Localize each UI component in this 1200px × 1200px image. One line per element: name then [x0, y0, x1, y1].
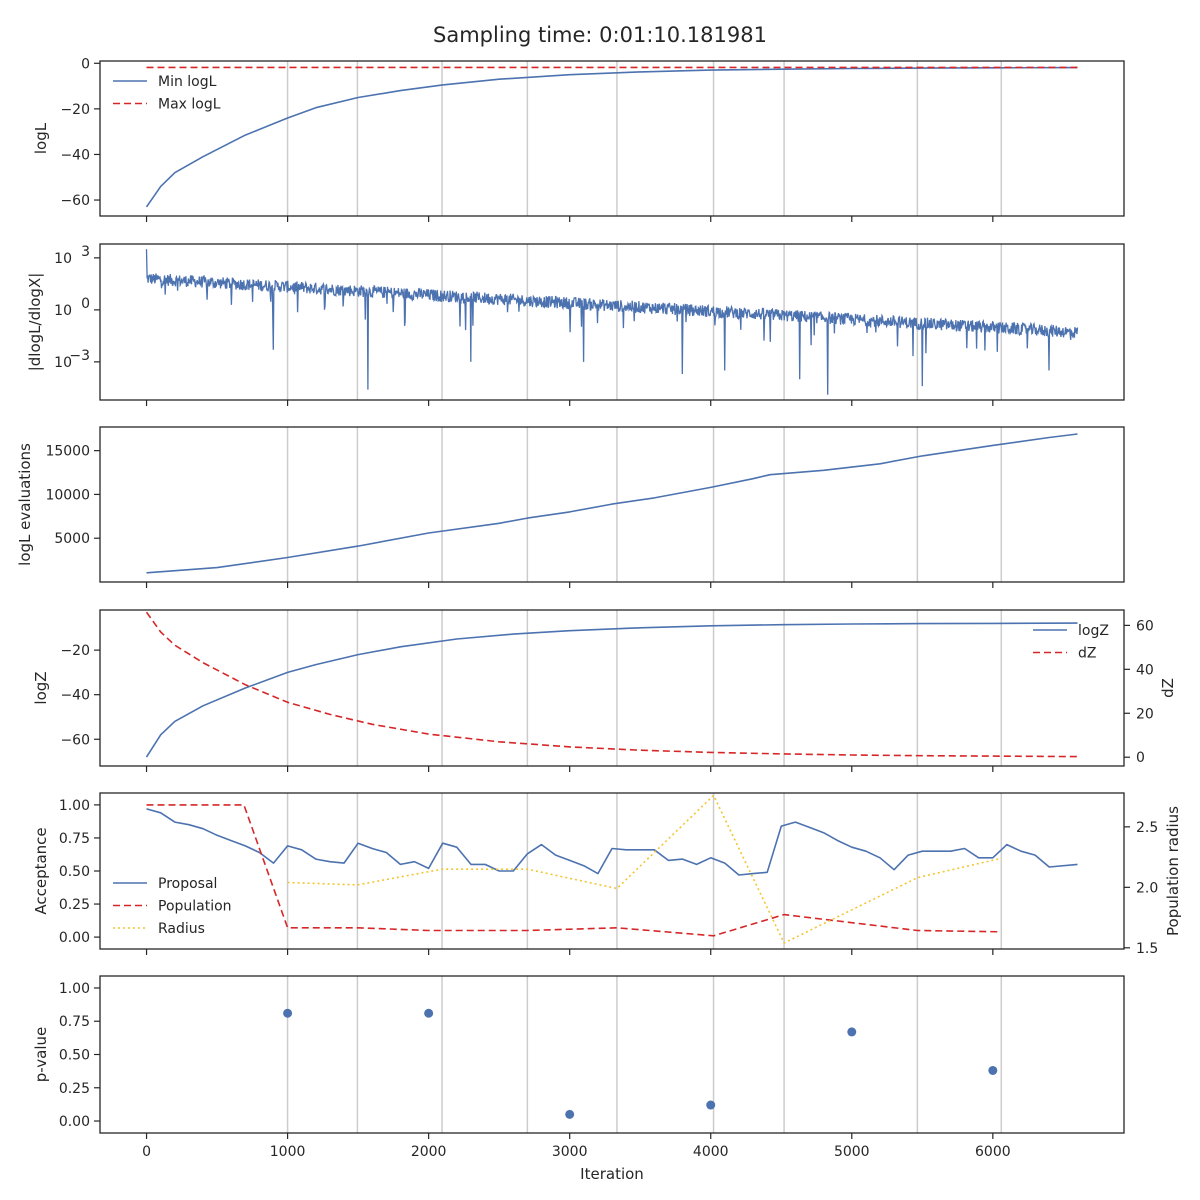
series-line — [145, 611, 1078, 758]
plot-frame — [99, 975, 1125, 1134]
series-line — [145, 622, 1078, 758]
y-tick-label: 10 — [54, 251, 72, 267]
y-axis-label: |dlogL/dlogX| — [26, 273, 44, 372]
legend: logZ dZ — [1033, 623, 1109, 662]
y-tick-label: −40 — [60, 147, 90, 163]
series-derivative — [145, 249, 1079, 395]
legend-label: Radius — [158, 921, 205, 937]
y-tick-label: −20 — [60, 102, 90, 118]
y2-tick-label: 60 — [1136, 618, 1154, 634]
data-point — [988, 1065, 998, 1075]
y2-tick-label: 0 — [1136, 750, 1145, 766]
figure-title: Sampling time: 0:01:10.181981 — [433, 23, 767, 47]
plot-frame — [99, 609, 1125, 767]
legend-label: Min logL — [158, 74, 217, 90]
y2-tick-label: 2.0 — [1136, 880, 1158, 896]
panel-evals: 5000 10000 15000 logL evaluations — [16, 426, 1125, 588]
y-tick-label: −40 — [60, 688, 90, 704]
plot-frame — [99, 243, 1125, 401]
y-tick-label: 0.50 — [59, 864, 90, 880]
data-point — [847, 1027, 857, 1037]
y-axis-label: Acceptance — [32, 827, 50, 914]
y-tick-label: 0 — [81, 56, 90, 72]
x-tick-label: 2000 — [411, 1144, 447, 1160]
y2-tick-label: 1.5 — [1136, 941, 1158, 957]
y-axis-label: logL evaluations — [16, 443, 34, 566]
x-tick-label: 6000 — [975, 1144, 1011, 1160]
x-tick-label: 0 — [142, 1144, 151, 1160]
legend-label: Population — [158, 899, 232, 915]
y-tick-exponent: −3 — [69, 348, 90, 364]
y-tick-exponent: 3 — [81, 244, 90, 260]
data-point — [565, 1109, 575, 1119]
panel-logL: 0 −20 −40 −60 logL Min logL Max logL — [32, 56, 1125, 222]
y-tick-label: −60 — [60, 193, 90, 209]
panel-pvalue: 0 1000 2000 3000 4000 5000 6000 0.00 0.25 0.50 0.7… — [32, 975, 1125, 1160]
data-point — [283, 1008, 293, 1018]
legend: Min logL Max logL — [113, 74, 221, 113]
plot-frame — [99, 426, 1125, 583]
x-axis-label: Iteration — [580, 1165, 644, 1183]
y2-axis-label: dZ — [1159, 678, 1177, 698]
y-tick-label: 0.25 — [59, 897, 90, 913]
y-tick-label: 0.75 — [59, 1014, 90, 1030]
y-axis-label: logZ — [32, 671, 50, 704]
y-tick-label: −20 — [60, 643, 90, 659]
y-tick-label: 10000 — [45, 487, 90, 503]
legend-label: dZ — [1078, 646, 1096, 662]
y2-tick-label: 20 — [1136, 706, 1154, 722]
series-line — [146, 808, 1078, 876]
y-tick-label: 1.00 — [59, 981, 90, 997]
y-tick-label: 10 — [54, 303, 72, 319]
y-tick-label: 1.00 — [59, 798, 90, 814]
x-tick-label: 5000 — [834, 1144, 870, 1160]
y-tick-label: −60 — [60, 732, 90, 748]
y-tick-label: 0.50 — [59, 1048, 90, 1064]
y-tick-label: 15000 — [45, 444, 90, 460]
y-tick-label: 5000 — [54, 531, 90, 547]
series-line — [146, 433, 1078, 574]
y-tick-label: 0.25 — [59, 1081, 90, 1097]
y-axis-label: p-value — [32, 1027, 50, 1083]
y-tick-label: 0.75 — [59, 831, 90, 847]
x-tick-label: 1000 — [270, 1144, 306, 1160]
plot-frame — [99, 60, 1125, 217]
y-tick-exponent: 0 — [81, 296, 90, 312]
y2-tick-label: 2.5 — [1136, 820, 1158, 836]
x-tick-label: 3000 — [552, 1144, 588, 1160]
data-point — [424, 1008, 434, 1018]
data-point — [706, 1100, 716, 1110]
legend-label: Proposal — [158, 876, 217, 892]
legend: Proposal Population Radius — [113, 876, 232, 937]
y-axis-label: logL — [32, 122, 50, 154]
panel-logZ: −20 −40 −60 0 20 40 60 logZ dZ logZ dZ — [32, 609, 1177, 772]
legend-label: Max logL — [158, 97, 221, 113]
series-line — [145, 66, 1078, 208]
y2-tick-label: 40 — [1136, 662, 1154, 678]
x-tick-label: 4000 — [693, 1144, 729, 1160]
y-tick-label: 0.00 — [59, 930, 90, 946]
panel-dlogL: 10 310 010−3|dlogL/dlogX| — [26, 243, 1125, 406]
y-tick-label: 10 — [54, 355, 72, 371]
plot-frame — [99, 792, 1125, 950]
panel-acceptance: 0.00 0.25 0.50 0.75 1.00 1.5 2.0 2.5 Acceptance P… — [32, 792, 1182, 957]
y-tick-label: 0.00 — [59, 1114, 90, 1130]
legend-label: logZ — [1078, 623, 1109, 639]
y2-axis-label: Population radius — [1164, 806, 1182, 936]
series-line — [146, 804, 1002, 937]
